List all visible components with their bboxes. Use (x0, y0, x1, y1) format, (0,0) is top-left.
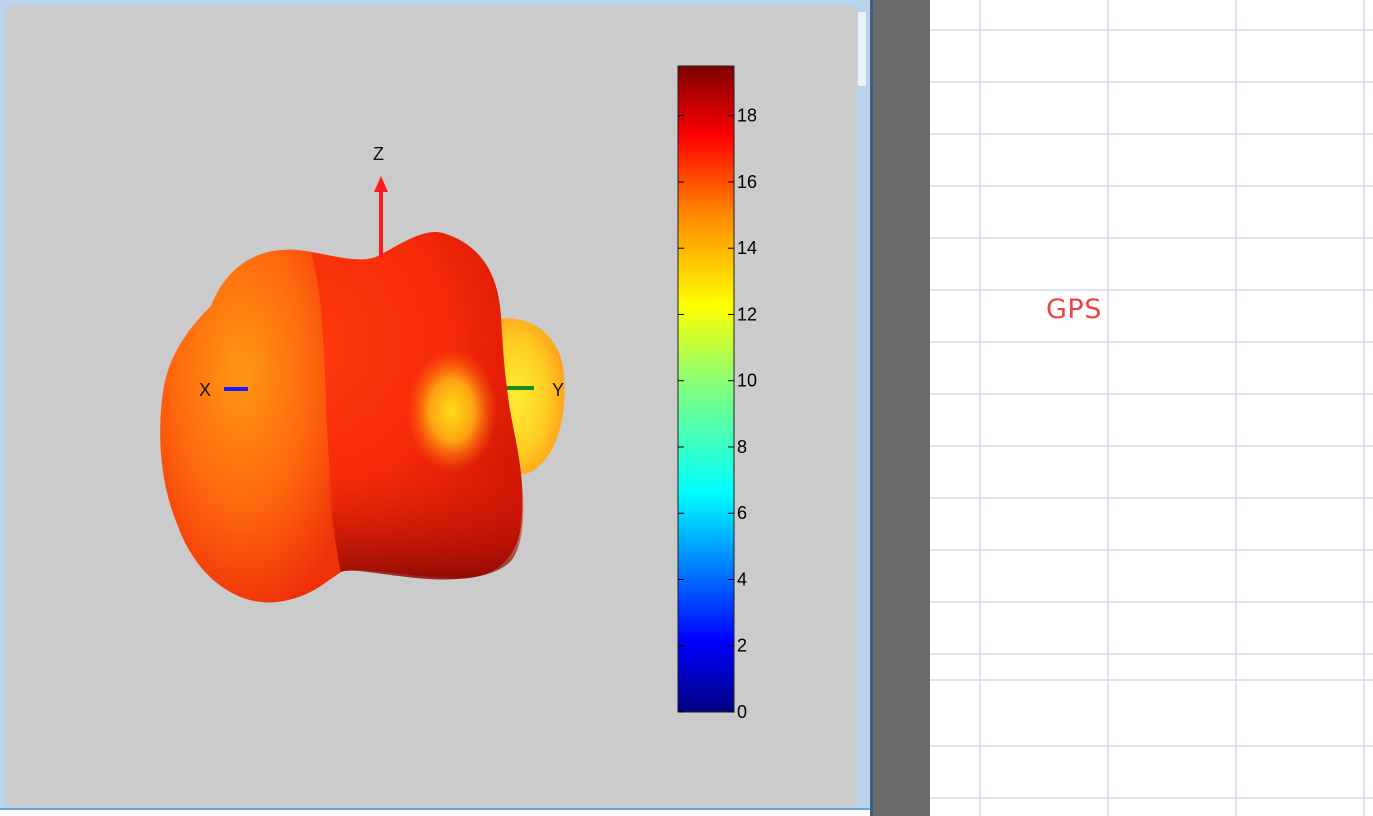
colorbar-tick-label: 16 (737, 172, 757, 192)
plot-area[interactable]: Z X Y 0 2 4 6 8 10 12 14 16 18 (6, 6, 862, 807)
colorbar (677, 65, 735, 713)
bottom-shade (326, 466, 524, 580)
colorbar-tick-label: 12 (737, 304, 757, 324)
colorbar-tick-label: 4 (737, 569, 747, 589)
colorbar-tick-label: 14 (737, 238, 757, 258)
colorbar-tick-label: 18 (737, 106, 757, 126)
colorbar-tick-label: 0 (737, 702, 747, 722)
radiation-pattern-3d-plot[interactable]: Z X Y 0 2 4 6 8 10 12 14 16 18 (6, 6, 862, 807)
z-axis-arrowhead (374, 176, 388, 192)
colorbar-tick-label: 8 (737, 437, 747, 457)
vertical-scrollbar[interactable] (856, 6, 868, 807)
left-lobe (160, 249, 341, 603)
x-axis-label: X (199, 380, 211, 400)
colorbar-ticks: 0 2 4 6 8 10 12 14 16 18 (678, 106, 757, 722)
colorbar-tick-label: 10 (737, 371, 757, 391)
y-axis-label: Y (552, 380, 564, 400)
spreadsheet-grid[interactable]: GPS (930, 0, 1373, 816)
plot-window-bottom-border (0, 808, 872, 816)
sheet-gridlines (930, 0, 1373, 816)
scrollbar-thumb[interactable] (858, 12, 866, 86)
gps-cell-text[interactable]: GPS (1046, 294, 1102, 325)
colorbar-tick-label: 2 (737, 636, 747, 656)
plot-window: Z X Y 0 2 4 6 8 10 12 14 16 18 (0, 0, 872, 816)
colorbar-tick-label: 6 (737, 503, 747, 523)
hot-spot (407, 349, 497, 473)
z-axis-label: Z (373, 144, 384, 164)
panel-splitter[interactable] (872, 0, 930, 816)
splitter-edge (870, 0, 873, 816)
